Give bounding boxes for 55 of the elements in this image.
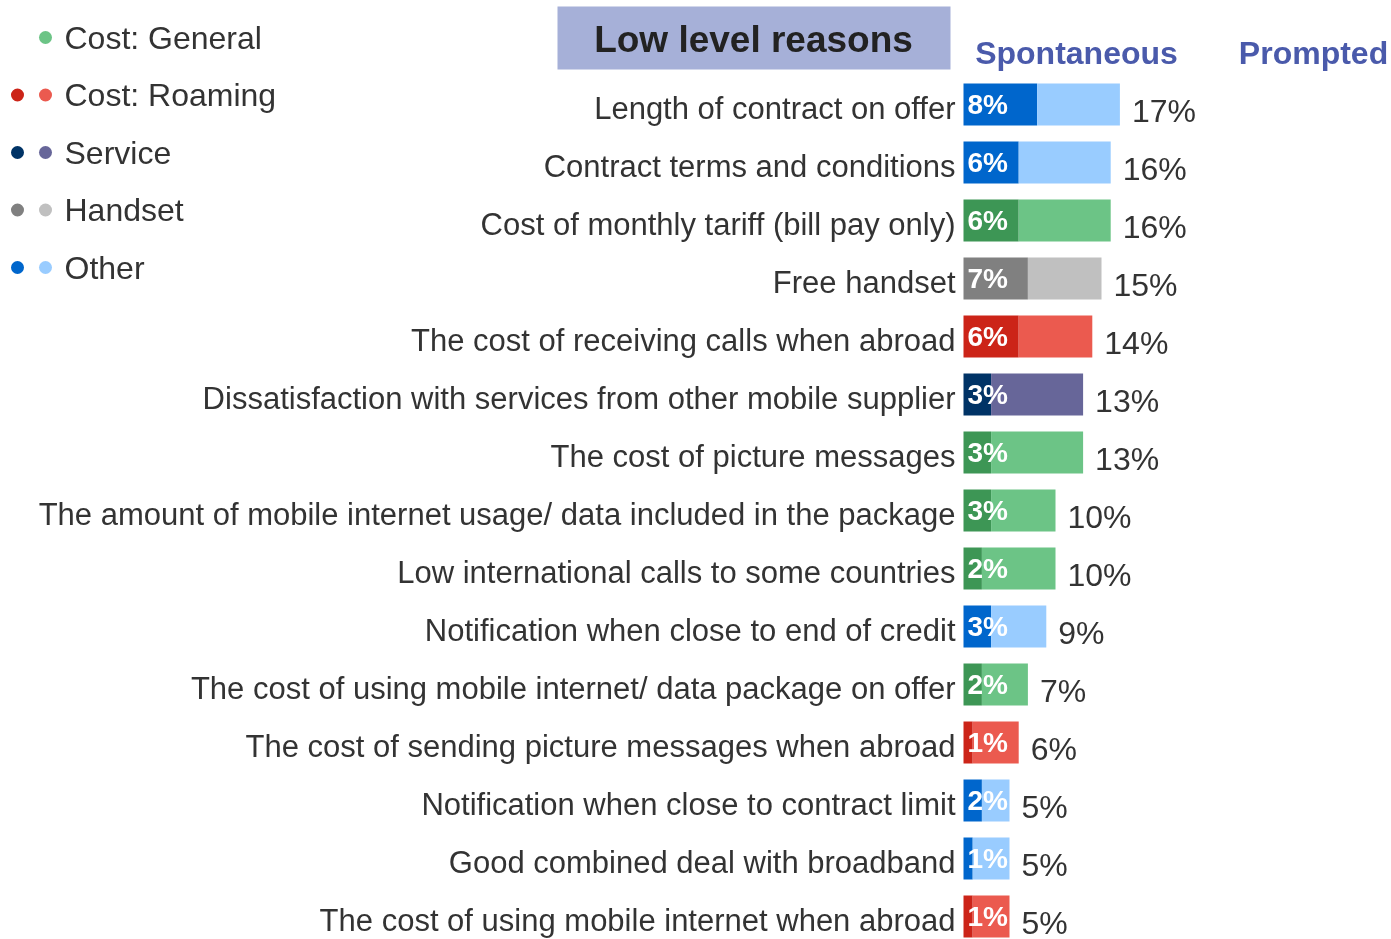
y-tick-label: The cost of receiving calls when abroad (410, 323, 956, 358)
y-tick-label: The amount of mobile internet usage/ data included in the package (38, 497, 956, 532)
data-label: 3% (967, 379, 1009, 410)
y-tick-label: Cost of monthly tariff (bill pay only) (480, 207, 956, 242)
total-label: 7% (1039, 672, 1087, 709)
y-tick-label: The cost of sending picture messages when abroad (245, 729, 956, 764)
total-label: 10% (1067, 498, 1132, 535)
legend-label: Service (64, 134, 172, 171)
total-label: 14% (1104, 324, 1169, 361)
text: Prompted (1238, 34, 1389, 71)
legend-label: Cost: Roaming (64, 77, 277, 113)
total-label: 5% (1021, 846, 1068, 883)
data-label: 6% (967, 321, 1009, 352)
chart-title: Low level reasons (594, 19, 913, 60)
legend-label: Other (64, 249, 145, 286)
y-tick-label: Dissatisfaction with services from other mobile supplier (202, 381, 956, 416)
total-label: 13% (1095, 382, 1160, 419)
y-tick-label: Length of contract on offer (594, 91, 956, 126)
data-label: 7% (967, 263, 1009, 294)
text: Spontaneous (975, 34, 1178, 71)
total-label: 15% (1113, 266, 1178, 303)
bar (1018, 141, 1111, 184)
data-label: 1% (967, 727, 1009, 758)
total-label: 16% (1122, 208, 1187, 245)
total-label: 5% (1021, 788, 1068, 825)
total-label: 16% (1122, 150, 1187, 187)
y-tick-label: Notification when close to contract limit (421, 787, 956, 822)
y-tick-label: Good combined deal with broadband (448, 845, 956, 880)
y-tick-label: Low international calls to some countries (397, 555, 956, 590)
y-tick-label: The cost of using mobile internet when abroad (319, 903, 956, 938)
data-label: 6% (967, 205, 1009, 236)
data-label: 6% (967, 147, 1009, 178)
total-label: 10% (1067, 556, 1132, 593)
data-label: 1% (967, 901, 1009, 932)
data-label: 2% (967, 553, 1009, 584)
bar (1037, 83, 1120, 126)
data-label: 2% (967, 669, 1009, 700)
y-tick-label: The cost of picture messages (550, 439, 956, 474)
total-label: 9% (1058, 614, 1105, 651)
legend-label: Cost: General (64, 19, 262, 56)
data-label: 3% (967, 495, 1009, 526)
data-label: 3% (967, 437, 1009, 468)
bar (1018, 315, 1093, 358)
y-tick-label: Free handset (772, 265, 956, 300)
y-tick-label: Contract terms and conditions (543, 149, 956, 184)
bar (1018, 199, 1111, 242)
legend-label: Handset (64, 192, 184, 228)
total-label: 6% (1030, 730, 1077, 767)
total-label: 5% (1021, 904, 1068, 939)
bar (1027, 257, 1102, 300)
total-label: 13% (1095, 440, 1160, 477)
total-label: 17% (1131, 92, 1196, 129)
y-tick-label: The cost of using mobile internet/ data package on offer (190, 671, 956, 706)
y-tick-label: Notification when close to end of credit (424, 613, 956, 648)
data-label: 8% (967, 89, 1009, 120)
